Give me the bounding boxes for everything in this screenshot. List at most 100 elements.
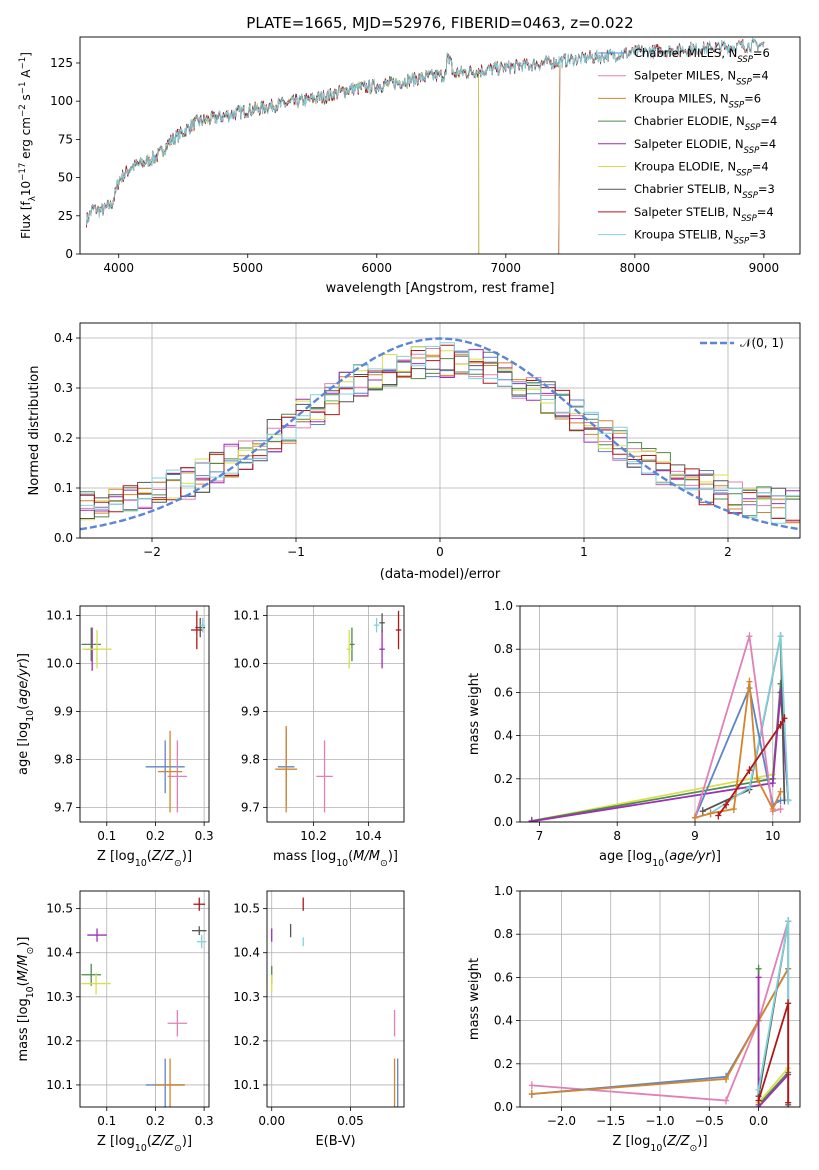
y-tick-label: 125 <box>50 56 73 70</box>
mass-vs-Z-y-label-part: ( <box>16 981 31 986</box>
histogram-frame <box>79 322 801 539</box>
y-tick-label: 0.2 <box>494 1057 513 1071</box>
mass-vs-Z-grid <box>80 891 209 1107</box>
spectrum-series-line <box>105 54 480 254</box>
spectrum-y-label-part: λ <box>28 196 38 201</box>
weight-vs-Z-panel: −2.0 −1.5 −1.0 −0.5 0.0 0.0 0.2 0.4 0.6 0.8 1.0 Z [… <box>467 884 801 1154</box>
mass-vs-Z-y-label-part: mass [log <box>16 998 31 1061</box>
legend-sub: SSP <box>741 214 757 224</box>
legend-main: Salpeter ELODIE, N <box>634 137 744 151</box>
x-tick-label: 6000 <box>362 261 393 275</box>
y-tick-label: 10.3 <box>46 990 73 1004</box>
legend-sub: SSP <box>729 100 745 110</box>
x-tick-label: 0.2 <box>146 1114 165 1128</box>
legend-entry-label: Chabrier MILES, NSSP=6 <box>634 46 770 65</box>
spectrum-y-label-part: −2 <box>18 104 28 117</box>
age-vs-Z-x-label-part: )] <box>182 849 192 864</box>
legend-tail: =4 <box>752 69 769 83</box>
age-vs-Z-frame <box>79 605 210 823</box>
y-tick-label: 0.1 <box>54 481 73 495</box>
mass-vs-Z-panel: 0.1 0.2 0.310.110.210.310.410.5Z [log10(Z/… <box>16 890 214 1154</box>
x-tick-label: 9 <box>691 829 699 843</box>
mass-vs-Z-frame <box>79 890 210 1108</box>
age-vs-Z-x-label-part: ( <box>147 849 152 864</box>
x-tick-label: 10.2 <box>300 829 327 843</box>
y-tick-label: 10.1 <box>46 609 73 623</box>
weight-vs-age-frame <box>519 605 801 823</box>
y-tick-label: 9.8 <box>241 753 260 767</box>
age-vs-mass-x-label-part: M/M <box>353 849 380 864</box>
histogram-legend-label: 𝒩(0, 1) <box>740 336 784 350</box>
spectrum-y-label-part: −17 <box>18 163 28 181</box>
y-tick-label: 100 <box>50 94 73 108</box>
age-vs-mass-grid <box>267 606 404 822</box>
weight-series-line <box>531 692 790 822</box>
age-vs-Z-x-label-part: ⊙ <box>174 858 182 869</box>
x-tick-label: 10 <box>765 829 780 843</box>
y-tick-label: 10.2 <box>46 1034 73 1048</box>
x-tick-label: −1.0 <box>645 1114 674 1128</box>
y-tick-label: 1.0 <box>494 884 513 898</box>
spectrum-series-line <box>105 54 480 254</box>
age-vs-Z-x-label: Z [log10(Z/Z⊙)] <box>97 849 192 869</box>
legend-tail: =3 <box>758 182 775 196</box>
x-tick-label: 2 <box>724 545 732 559</box>
age-vs-Z-x-label-part: Z/Z <box>151 849 175 864</box>
spectrum-y-label-part: s <box>19 94 33 104</box>
mass-vs-Z-y-label-part: 10 <box>25 986 36 998</box>
weight-vs-age-x-label-part: age/yr <box>669 849 712 864</box>
weight-vs-Z-x-label: Z [log10(Z/Z⊙)] <box>612 1134 707 1154</box>
mass-vs-ebv-frame <box>266 890 405 1108</box>
age-vs-mass-x-label: mass [log10(M/M⊙)] <box>273 849 398 869</box>
legend-main: Salpeter STELIB, N <box>634 205 741 219</box>
y-tick-label: 0.2 <box>54 431 73 445</box>
y-tick-label: 9.7 <box>54 801 73 815</box>
age-vs-Z-y-label-part: )] <box>16 653 31 663</box>
legend-main: Chabrier MILES, N <box>634 46 737 60</box>
weight-vs-Z-x-label-part: ⊙ <box>690 1143 698 1154</box>
x-tick-label: −2.0 <box>547 1114 576 1128</box>
y-tick-label: 9.7 <box>241 801 260 815</box>
y-tick-label: 10.1 <box>233 609 260 623</box>
mass-vs-Z-y-label-part: )] <box>16 937 31 947</box>
weight-vs-age-x-label-part: ( <box>664 849 669 864</box>
x-tick-label: 7000 <box>491 261 522 275</box>
mass-vs-Z-y-label-part: ⊙ <box>25 947 36 955</box>
y-tick-label: 10.4 <box>46 946 73 960</box>
legend-main: Kroupa ELODIE, N <box>634 160 736 174</box>
y-tick-label: 0.6 <box>494 970 513 984</box>
weight-vs-age-y-label: mass weight <box>467 673 482 755</box>
weight-vs-age-x-label-part: 10 <box>652 858 664 869</box>
legend-tail: =6 <box>744 91 761 105</box>
age-vs-Z-x-label-part: 10 <box>135 858 147 869</box>
weight-vs-Z-y-label: mass weight <box>467 958 482 1040</box>
x-tick-label: 0.3 <box>195 829 214 843</box>
y-tick-label: 50 <box>58 171 73 185</box>
y-tick-label: 0 <box>65 247 73 261</box>
spectrum-x-label: wavelength [Angstrom, rest frame] <box>326 281 555 296</box>
age-vs-Z-y-label: age [log10(age/yr)] <box>16 653 36 775</box>
x-tick-label: 9000 <box>749 261 780 275</box>
legend-entry-label: Chabrier ELODIE, NSSP=4 <box>634 114 777 133</box>
x-tick-label: 0.1 <box>97 829 116 843</box>
legend-sub: SSP <box>736 169 752 179</box>
x-tick-label: −1 <box>287 545 305 559</box>
legend-sub: SSP <box>734 237 750 247</box>
legend-entry-label: Salpeter STELIB, NSSP=4 <box>634 205 774 224</box>
age-vs-mass-x-label-part: ( <box>348 849 353 864</box>
histogram-step <box>80 355 800 538</box>
figure-title: PLATE=1665, MJD=52976, FIBERID=0463, z=0… <box>246 14 633 32</box>
gaussian-curve <box>80 337 800 531</box>
legend-main: Kroupa MILES, N <box>634 91 729 105</box>
mass-vs-Z-y-label-part: M/M <box>16 955 31 982</box>
age-vs-Z-grid <box>80 606 209 822</box>
x-tick-label: 7 <box>536 829 544 843</box>
mass-vs-Z-x-label-part: Z [log <box>97 1134 135 1149</box>
legend-sub: SSP <box>742 191 758 201</box>
age-vs-mass-x-label-part: )] <box>388 849 398 864</box>
histogram-y-label: Normed distribution <box>27 366 42 496</box>
spectrum-y-label-part: 10 <box>19 181 33 196</box>
y-tick-label: 0.2 <box>494 772 513 786</box>
